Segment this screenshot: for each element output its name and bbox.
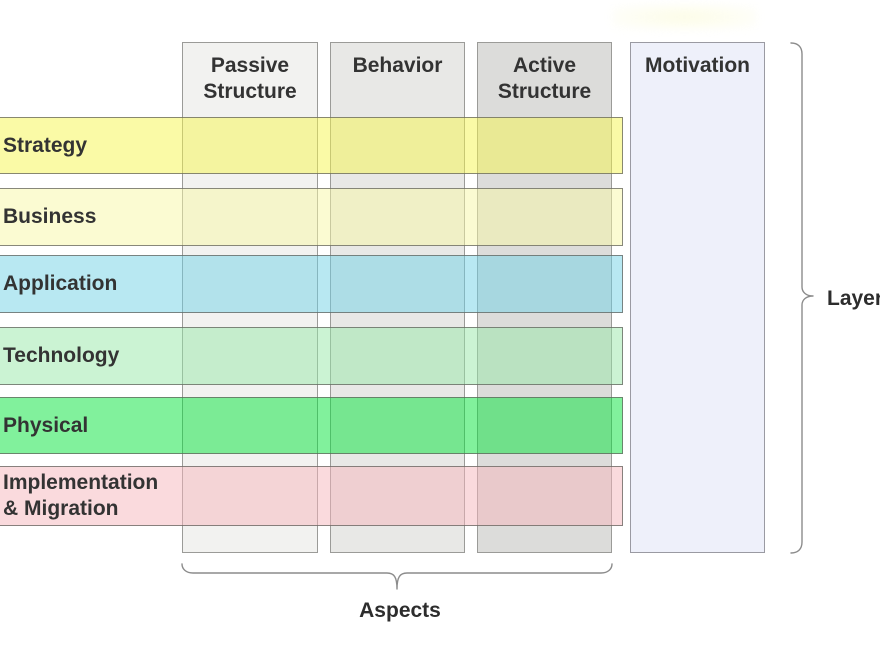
row-application: Application xyxy=(0,255,623,313)
layers-brace xyxy=(790,42,814,554)
column-header-motivation: Motivation xyxy=(645,54,750,77)
row-label-strategy: Strategy xyxy=(3,133,88,157)
aspects-brace xyxy=(181,563,613,590)
row-label-business: Business xyxy=(3,205,97,228)
aspects-label: Aspects xyxy=(359,599,441,622)
row-label-physical: Physical xyxy=(3,413,89,437)
column-header-behavior: Behavior xyxy=(352,54,443,77)
column-motivation: Motivation xyxy=(630,42,765,553)
row-label-technology: Technology xyxy=(3,344,120,367)
row-strategy: Strategy xyxy=(0,117,623,174)
row-label-application: Application xyxy=(3,272,118,295)
row-technology: Technology xyxy=(0,327,623,385)
column-header-active-structure: Active Structure xyxy=(497,54,592,103)
row-label-implementation-migration: Implementation & Migration xyxy=(3,471,159,520)
layers-label: Layers xyxy=(827,287,880,310)
column-header-passive-structure: Passive Structure xyxy=(203,54,297,103)
row-implementation-migration: Implementation & Migration xyxy=(0,466,623,526)
row-business: Business xyxy=(0,188,623,246)
row-physical: Physical xyxy=(0,397,623,454)
background-smudge xyxy=(612,4,757,30)
